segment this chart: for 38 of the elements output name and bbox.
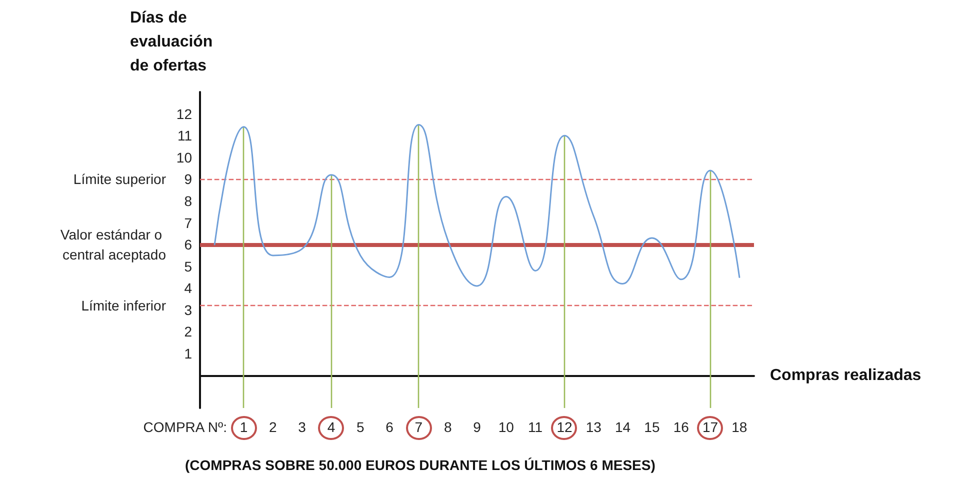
x-tick-label: 14: [615, 419, 631, 435]
x-axis-title: Compras realizadas: [770, 366, 922, 384]
ref-line-label: Límite superior: [73, 171, 166, 188]
x-tick-label: 3: [298, 419, 306, 435]
y-tick-label: 5: [184, 258, 192, 274]
x-tick-label: 1: [240, 419, 248, 435]
ref-line-label: Límite inferior: [81, 298, 166, 314]
x-tick-label: 8: [444, 419, 452, 435]
y-tick-label: 7: [184, 214, 192, 231]
y-tick-label: 9: [184, 171, 192, 188]
x-tick-label: 11: [528, 419, 543, 435]
x-tick-label: 17: [702, 419, 718, 435]
y-tick-label: 12: [176, 106, 192, 122]
text: (COMPRAS SOBRE 50.000 EUROS DURANTE LOS ÚLTIMOS 6 MESES): [185, 457, 656, 473]
x-tick-label: 12: [556, 419, 572, 435]
x-tick-label: 13: [586, 419, 602, 435]
x-tick-label: 9: [473, 419, 482, 435]
y-tick-label: 4: [184, 280, 192, 296]
y-tick-label: 1: [184, 346, 192, 362]
text: COMPRA Nº:: [143, 419, 227, 435]
y-tick-label: 3: [184, 302, 192, 318]
y-axis-title: Días de evaluación de ofertas: [130, 10, 218, 74]
x-tick-label: 4: [327, 419, 336, 435]
x-tick-label: 7: [414, 419, 423, 435]
y-tick-label: 8: [184, 192, 192, 209]
y-tick-label: 2: [184, 324, 192, 340]
x-tick-label: 18: [732, 419, 748, 435]
y-tick-label: 10: [176, 149, 192, 166]
line-series: [214, 124, 740, 287]
x-tick-label: 2: [268, 419, 277, 435]
x-tick-label: 6: [386, 419, 394, 435]
x-tick-label: 15: [644, 419, 660, 435]
y-tick-label: 6: [184, 236, 192, 253]
y-tick-label: 11: [177, 128, 192, 144]
ref-line-label: Valor estándar o central aceptado: [60, 226, 166, 263]
x-tick-label: 10: [498, 419, 514, 435]
x-tick-label: 5: [356, 419, 364, 435]
x-tick-label: 16: [673, 419, 690, 435]
